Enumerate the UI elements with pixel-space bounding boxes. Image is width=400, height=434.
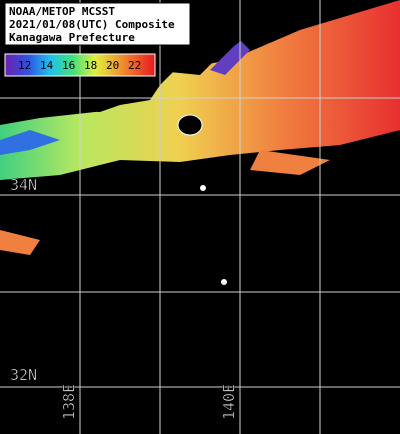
sst-field	[0, 0, 400, 180]
header-line: 2021/01/08(UTC) Composite	[9, 18, 175, 31]
colorbar	[4, 53, 156, 77]
lat-label: 34N	[10, 176, 37, 194]
cold-water	[0, 130, 60, 155]
header-line: NOAA/METOP MCSST	[9, 5, 115, 18]
header-line: Kanagawa Prefecture	[9, 31, 135, 44]
warm-patch	[250, 150, 330, 175]
island	[221, 279, 227, 285]
lon-label: 140E	[220, 384, 238, 420]
lon-label: 138E	[60, 384, 78, 420]
island	[200, 185, 206, 191]
lat-label: 32N	[10, 366, 37, 384]
colorbar-label: 16	[62, 59, 75, 72]
colorbar-label: 12	[18, 59, 31, 72]
colorbar-label: 20	[106, 59, 119, 72]
warm-patch	[0, 230, 40, 255]
bay	[177, 114, 203, 136]
colorbar-label: 14	[40, 59, 54, 72]
header-box	[4, 2, 191, 46]
colorbar-label: 18	[84, 59, 97, 72]
colorbar-label: 22	[128, 59, 141, 72]
